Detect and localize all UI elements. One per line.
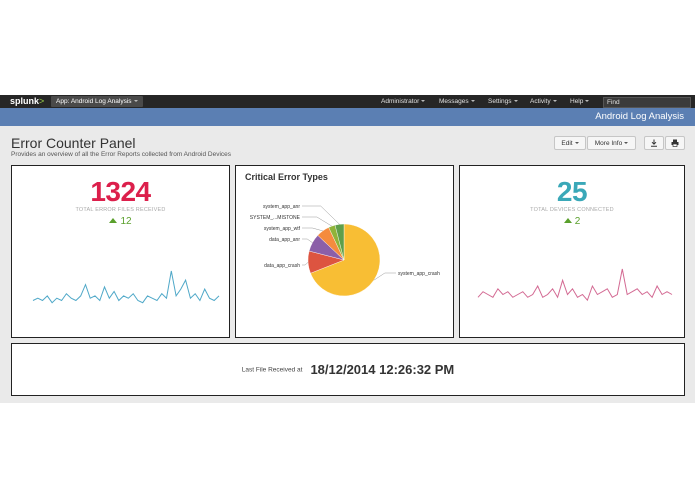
pie-leader-line <box>302 216 332 227</box>
pie-label: system_app_anr <box>263 204 300 210</box>
pie-label: SYSTEM_...MISTONE <box>250 215 301 221</box>
trend-up-icon <box>563 218 572 223</box>
nav-settings[interactable]: Settings <box>488 95 518 108</box>
edit-button[interactable]: Edit <box>554 136 586 150</box>
nav-administrator-label: Administrator <box>381 98 420 105</box>
nav-messages-label: Messages <box>439 98 469 105</box>
more-info-button-label: More Info <box>594 140 623 147</box>
devices-trend: 2 <box>460 216 684 227</box>
logo-chevron: > <box>39 96 45 106</box>
pie-label: system_app_crash <box>398 271 440 277</box>
nav-help-label: Help <box>570 98 584 105</box>
chevron-down-icon <box>421 100 426 103</box>
pie-label: system_app_wtf <box>264 226 301 232</box>
splunk-app: splunk> App: Android Log Analysis Admini… <box>0 95 695 403</box>
pie-slice-system-app-crash[interactable] <box>310 223 381 297</box>
nav-activity-label: Activity <box>530 98 551 105</box>
chevron-down-icon <box>624 142 629 145</box>
trend-up-icon <box>109 218 118 223</box>
pie-leader-line <box>302 262 309 266</box>
pie-leader-line <box>373 272 396 281</box>
critical-error-pie-chart: system_app_crash data_app_crash data_app_a… <box>250 204 440 297</box>
error-sparkline <box>32 270 220 304</box>
nav-help[interactable]: Help <box>570 95 590 108</box>
devices-connected-panel: 25 TOTAL DEVICES CONNECTED 2 <box>459 165 685 338</box>
app-title[interactable]: Android Log Analysis <box>595 111 684 122</box>
chevron-down-icon <box>574 142 579 145</box>
top-nav-bar: splunk> App: Android Log Analysis Admini… <box>0 95 695 108</box>
error-trend: 12 <box>12 216 229 227</box>
sparkline-series <box>477 268 673 302</box>
app-menu[interactable]: App: Android Log Analysis <box>51 96 143 107</box>
app-menu-label: App: Android Log Analysis <box>56 98 132 105</box>
last-file-value: 18/12/2014 12:26:32 PM <box>310 362 455 378</box>
chevron-down-icon <box>513 100 518 103</box>
dashboard-description: Provides an overview of all the Error Re… <box>11 151 232 158</box>
last-file-label: Last File Received at <box>241 366 303 374</box>
last-file-row: Last File Received at 18/12/2014 12:26:32… <box>12 344 684 395</box>
pie-label: data_app_crash <box>264 263 300 269</box>
devices-sparkline <box>477 268 673 302</box>
download-icon <box>651 139 657 147</box>
chevron-down-icon <box>470 100 475 103</box>
edit-button-label: Edit <box>561 140 573 147</box>
pie-leader-line <box>302 227 323 232</box>
nav-messages[interactable]: Messages <box>439 95 475 108</box>
devices-count-label: TOTAL DEVICES CONNECTED <box>530 207 614 213</box>
critical-error-types-panel: Critical Error Types system_app_crash dat… <box>235 165 454 338</box>
error-count-label: TOTAL ERROR FILES RECEIVED <box>75 207 166 213</box>
find-input[interactable] <box>603 97 691 108</box>
print-icon <box>671 139 679 148</box>
logo-text: splunk <box>10 96 40 106</box>
nav-administrator[interactable]: Administrator <box>381 95 426 108</box>
download-button[interactable] <box>644 136 664 150</box>
chevron-down-icon <box>585 100 590 103</box>
error-trend-value: 12 <box>120 216 132 227</box>
critical-error-types-title: Critical Error Types <box>245 172 328 182</box>
pie-leader-line <box>302 238 313 243</box>
splunk-logo[interactable]: splunk> <box>10 95 44 108</box>
chevron-down-icon <box>133 100 138 103</box>
sparkline-series <box>32 270 220 304</box>
pie-label: data_app_anr <box>269 237 300 243</box>
pie-leader-line <box>302 205 340 225</box>
devices-trend-value: 2 <box>574 216 581 227</box>
nav-settings-label: Settings <box>488 98 512 105</box>
error-files-panel: 1324 TOTAL ERROR FILES RECEIVED 12 <box>11 165 230 338</box>
error-count-value: 1324 <box>90 176 151 207</box>
app-bar: Android Log Analysis <box>0 108 695 126</box>
nav-activity[interactable]: Activity <box>530 95 557 108</box>
print-button[interactable] <box>665 136 685 150</box>
dashboard-title: Error Counter Panel <box>11 135 136 151</box>
devices-count-value: 25 <box>556 176 588 207</box>
last-file-panel: Last File Received at 18/12/2014 12:26:32… <box>11 343 685 396</box>
chevron-down-icon <box>552 100 557 103</box>
more-info-button[interactable]: More Info <box>587 136 636 150</box>
